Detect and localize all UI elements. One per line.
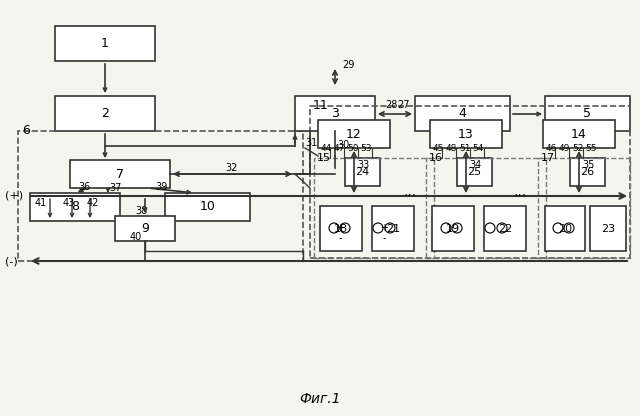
Text: 44: 44 [321, 144, 332, 153]
Text: +: + [336, 223, 344, 233]
Bar [70, 160, 170, 188]
Bar [426, 158, 546, 258]
Text: 43: 43 [63, 198, 76, 208]
Bar [538, 158, 630, 258]
Bar [372, 206, 414, 251]
Text: 42: 42 [87, 198, 99, 208]
Text: 1: 1 [101, 37, 109, 50]
Bar [484, 206, 526, 251]
Text: 46: 46 [546, 144, 557, 153]
Text: 6: 6 [22, 124, 30, 137]
Text: 47: 47 [334, 144, 346, 153]
Text: 26: 26 [580, 167, 595, 177]
Text: 23: 23 [601, 223, 615, 233]
Text: 25: 25 [467, 167, 481, 177]
Bar [314, 158, 434, 258]
Bar [318, 120, 390, 148]
Bar [457, 158, 492, 186]
Text: 30: 30 [337, 140, 349, 150]
Text: 19: 19 [446, 223, 460, 233]
Text: 40: 40 [130, 232, 142, 242]
Text: 18: 18 [334, 223, 348, 233]
Bar [430, 120, 502, 148]
Text: -: - [382, 233, 386, 243]
Bar [543, 120, 615, 148]
Text: 34: 34 [469, 160, 481, 170]
Bar [295, 96, 375, 131]
Bar [55, 26, 155, 61]
Text: 37: 37 [109, 183, 122, 193]
Bar [415, 96, 510, 131]
Text: 27: 27 [397, 100, 410, 110]
Bar [545, 206, 585, 251]
Text: 17: 17 [541, 153, 555, 163]
Text: ...: ... [513, 185, 527, 199]
Text: 45: 45 [433, 144, 444, 153]
Text: 51: 51 [459, 144, 470, 153]
Bar [30, 193, 120, 221]
Text: 10: 10 [200, 201, 216, 213]
Text: 33: 33 [357, 160, 369, 170]
Text: 28: 28 [385, 100, 397, 110]
Text: 48: 48 [446, 144, 458, 153]
Text: 4: 4 [459, 107, 467, 120]
Text: 20: 20 [558, 223, 572, 233]
Text: 29: 29 [342, 60, 355, 70]
Text: 12: 12 [346, 127, 362, 141]
Text: 36: 36 [78, 182, 90, 192]
Bar [432, 206, 474, 251]
Text: 13: 13 [458, 127, 474, 141]
Text: 54: 54 [472, 144, 483, 153]
Text: 9: 9 [141, 222, 149, 235]
Text: (+): (+) [5, 191, 23, 201]
Text: Фиг.1: Фиг.1 [300, 392, 340, 406]
Bar [18, 131, 303, 261]
Text: 53: 53 [360, 144, 371, 153]
Bar [590, 206, 626, 251]
Bar [545, 96, 630, 131]
Text: 15: 15 [317, 153, 331, 163]
Text: +: + [380, 223, 388, 233]
Text: 41: 41 [35, 198, 47, 208]
Text: 5: 5 [584, 107, 591, 120]
Text: 3: 3 [331, 107, 339, 120]
Bar [345, 158, 380, 186]
Text: 24: 24 [355, 167, 370, 177]
Text: 14: 14 [571, 127, 587, 141]
Bar [310, 106, 630, 258]
Text: 49: 49 [559, 144, 570, 153]
Text: 2: 2 [101, 107, 109, 120]
Bar [165, 193, 250, 221]
Text: 8: 8 [71, 201, 79, 213]
Text: (-): (-) [5, 256, 18, 266]
Text: 16: 16 [429, 153, 443, 163]
Text: -: - [339, 233, 342, 243]
Text: 52: 52 [572, 144, 584, 153]
Bar [55, 96, 155, 131]
Text: 11: 11 [313, 99, 329, 112]
Text: 21: 21 [386, 223, 400, 233]
Text: 31: 31 [305, 138, 317, 148]
Text: 7: 7 [116, 168, 124, 181]
Text: 50: 50 [347, 144, 358, 153]
Bar [570, 158, 605, 186]
Text: ...: ... [403, 185, 417, 199]
Text: 32: 32 [225, 163, 237, 173]
Text: 35: 35 [582, 160, 595, 170]
Text: 38: 38 [135, 206, 147, 216]
Text: 55: 55 [585, 144, 596, 153]
Text: 22: 22 [498, 223, 512, 233]
Bar [115, 216, 175, 241]
Text: 39: 39 [155, 182, 167, 192]
Bar [320, 206, 362, 251]
